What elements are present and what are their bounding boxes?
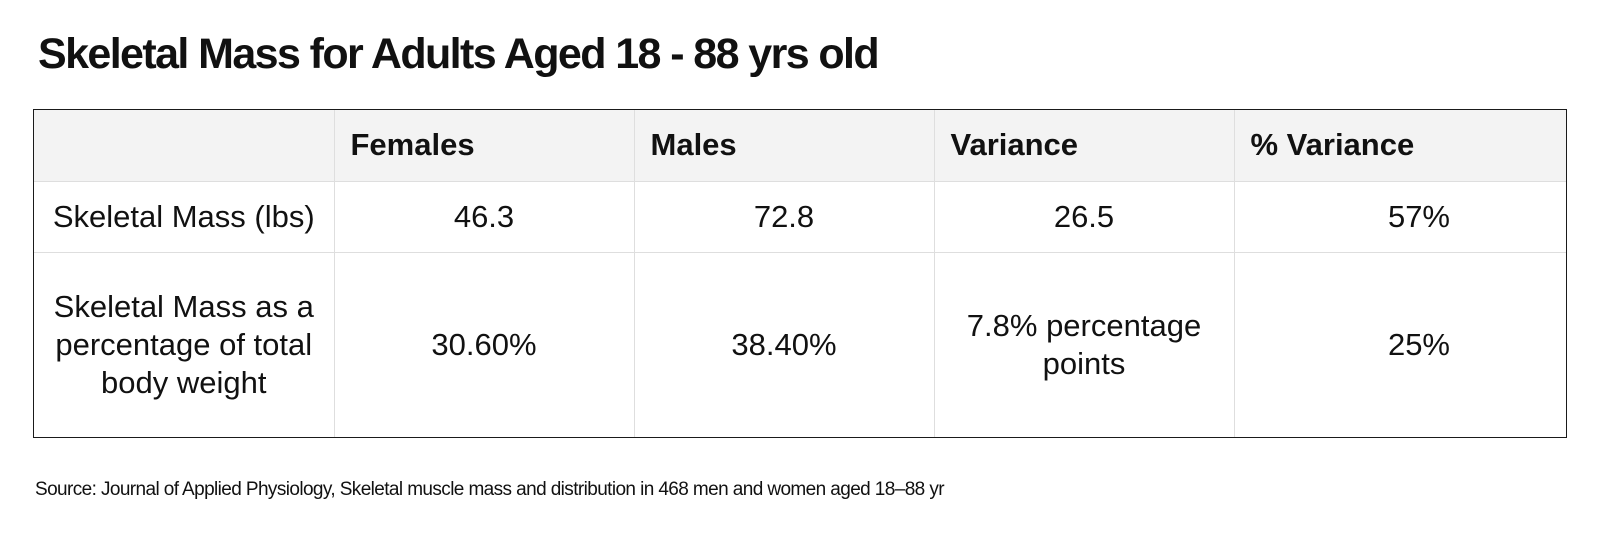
header-cell-males: Males — [634, 110, 935, 182]
cell-pct-variance: 25% — [1387, 326, 1450, 362]
cell-pct-variance: 57% — [1234, 181, 1566, 253]
data-table: Females Males Variance % Variance Skelet… — [33, 109, 1567, 438]
table-row: Skeletal Mass (lbs) 46.3 72.8 26.5 57% — [34, 181, 1566, 253]
page-title: Skeletal Mass for Adults Aged 18 - 88 yr… — [38, 30, 880, 78]
cell-males: 38.40% — [634, 252, 935, 437]
table-row: Skeletal Mass as a percentage of total b… — [34, 252, 1566, 437]
table-header-row: Females Males Variance % Variance — [34, 110, 1566, 182]
header-cell-empty — [34, 110, 335, 182]
header-cell-pct-variance: % Variance — [1234, 110, 1566, 182]
skeletal-mass-table: Females Males Variance % Variance Skelet… — [34, 110, 1566, 437]
header-cell-variance: Variance — [934, 110, 1235, 182]
source-note: Source: Journal of Applied Physiology, S… — [35, 479, 945, 500]
row-label: Skeletal Mass (lbs) — [34, 181, 335, 253]
cell-variance: 7.8% percentage points — [934, 252, 1235, 437]
row-label: Skeletal Mass as a percentage of total b… — [34, 252, 335, 437]
cell-females: 30.60% — [334, 252, 635, 437]
cell-females: 46.3 — [334, 181, 635, 253]
header-cell-females: Females — [334, 110, 635, 182]
cell-males: 72.8 — [634, 181, 935, 253]
cell-variance: 26.5 — [934, 181, 1235, 253]
